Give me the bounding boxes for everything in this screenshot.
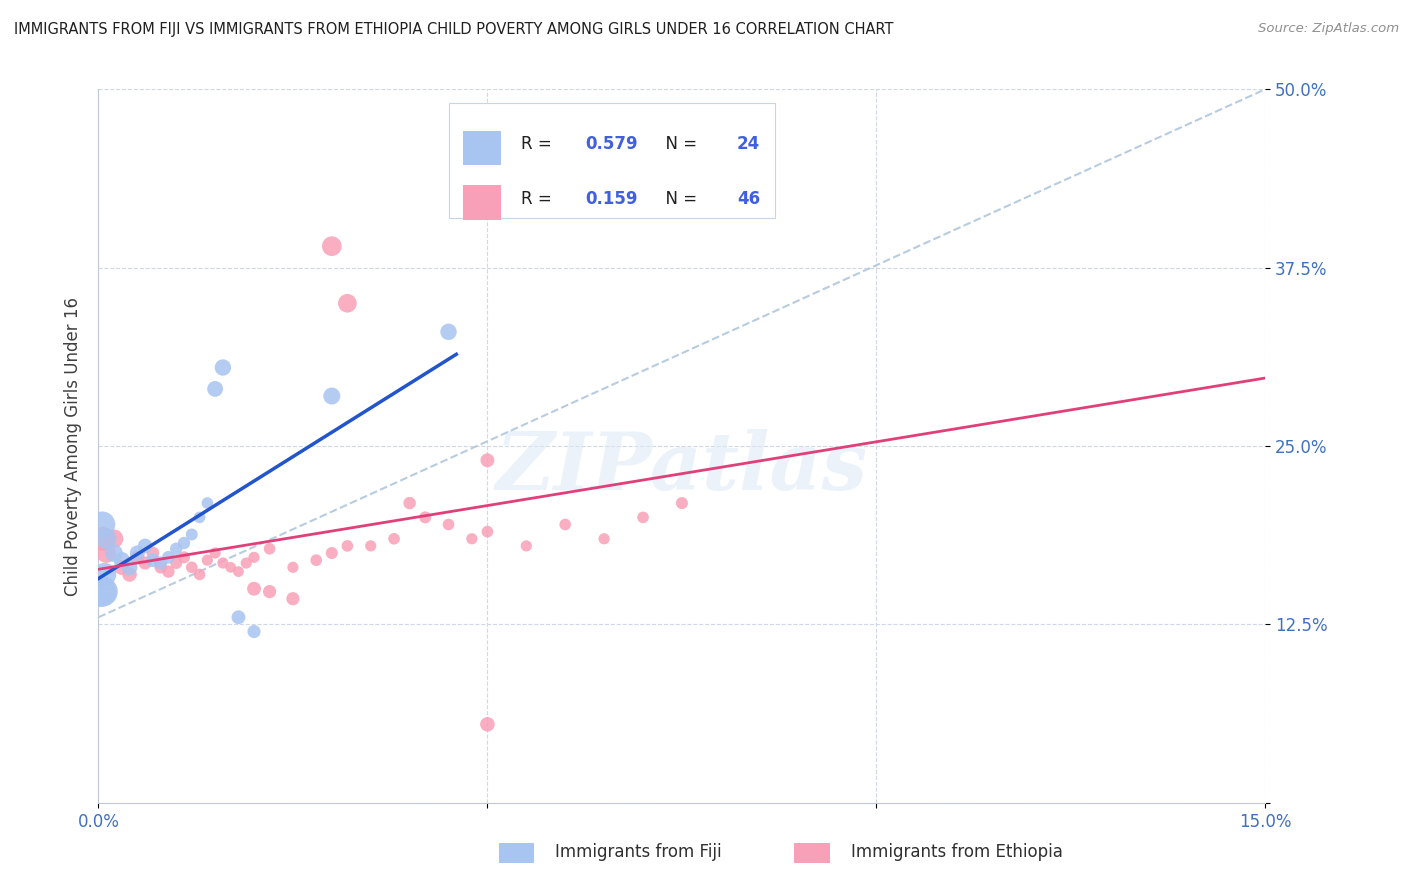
Point <box>382 532 405 546</box>
Point <box>111 553 134 567</box>
Point <box>336 296 359 310</box>
FancyBboxPatch shape <box>463 130 501 165</box>
Text: N =: N = <box>655 190 703 208</box>
Point <box>93 567 115 582</box>
Point <box>134 556 156 570</box>
Text: 0.579: 0.579 <box>585 136 638 153</box>
Point <box>398 496 420 510</box>
Point <box>321 239 343 253</box>
Point <box>212 556 235 570</box>
Point <box>204 382 226 396</box>
Point <box>173 550 195 565</box>
Point <box>305 553 328 567</box>
Point <box>127 546 149 560</box>
Text: Immigrants from Fiji: Immigrants from Fiji <box>555 843 723 861</box>
Point <box>259 584 281 599</box>
Point <box>127 550 149 565</box>
Point <box>165 541 187 556</box>
Text: Source: ZipAtlas.com: Source: ZipAtlas.com <box>1258 22 1399 36</box>
Point <box>212 360 235 375</box>
Point <box>259 541 281 556</box>
Point <box>243 624 266 639</box>
Point <box>180 527 202 541</box>
FancyBboxPatch shape <box>449 103 775 218</box>
Point <box>188 567 211 582</box>
Point <box>631 510 654 524</box>
Point <box>149 556 172 570</box>
Point <box>228 565 250 579</box>
FancyBboxPatch shape <box>463 186 501 220</box>
Point <box>219 560 242 574</box>
Point <box>180 560 202 574</box>
Point <box>477 524 499 539</box>
Point <box>235 556 257 570</box>
Text: R =: R = <box>520 136 557 153</box>
Point <box>96 532 118 546</box>
Point <box>90 584 112 599</box>
Text: 24: 24 <box>737 136 761 153</box>
Point <box>243 582 266 596</box>
Point <box>243 550 266 565</box>
Point <box>413 510 436 524</box>
Point <box>204 546 226 560</box>
Point <box>281 591 304 606</box>
Point <box>671 496 693 510</box>
Point <box>165 556 187 570</box>
Point <box>437 325 460 339</box>
Text: ZIPatlas: ZIPatlas <box>496 429 868 506</box>
Point <box>142 553 165 567</box>
Point <box>149 560 172 574</box>
Point <box>103 546 125 560</box>
Point <box>91 532 114 546</box>
Point <box>111 560 134 574</box>
Text: N =: N = <box>655 136 703 153</box>
Point <box>554 175 576 189</box>
Point <box>477 453 499 467</box>
Point <box>96 546 118 560</box>
Point <box>195 496 218 510</box>
Point <box>461 532 484 546</box>
Point <box>142 546 165 560</box>
Point <box>321 389 343 403</box>
Point <box>321 546 343 560</box>
Point <box>554 517 576 532</box>
Text: R =: R = <box>520 190 557 208</box>
Text: IMMIGRANTS FROM FIJI VS IMMIGRANTS FROM ETHIOPIA CHILD POVERTY AMONG GIRLS UNDER: IMMIGRANTS FROM FIJI VS IMMIGRANTS FROM … <box>14 22 894 37</box>
Point <box>437 517 460 532</box>
Point <box>515 539 537 553</box>
Point <box>91 517 114 532</box>
Point <box>188 510 211 524</box>
Text: 46: 46 <box>737 190 759 208</box>
Point <box>118 567 141 582</box>
Point <box>477 717 499 731</box>
Point <box>118 560 141 574</box>
Text: Immigrants from Ethiopia: Immigrants from Ethiopia <box>851 843 1063 861</box>
Text: 0.159: 0.159 <box>585 190 637 208</box>
Point <box>593 532 616 546</box>
Point <box>360 539 382 553</box>
Point <box>336 539 359 553</box>
Point <box>134 539 156 553</box>
Point <box>281 560 304 574</box>
Y-axis label: Child Poverty Among Girls Under 16: Child Poverty Among Girls Under 16 <box>63 296 82 596</box>
Point <box>157 565 180 579</box>
Point <box>195 553 218 567</box>
Point <box>91 584 114 599</box>
Point <box>228 610 250 624</box>
Point <box>103 532 125 546</box>
Point <box>157 550 180 565</box>
Point <box>173 536 195 550</box>
